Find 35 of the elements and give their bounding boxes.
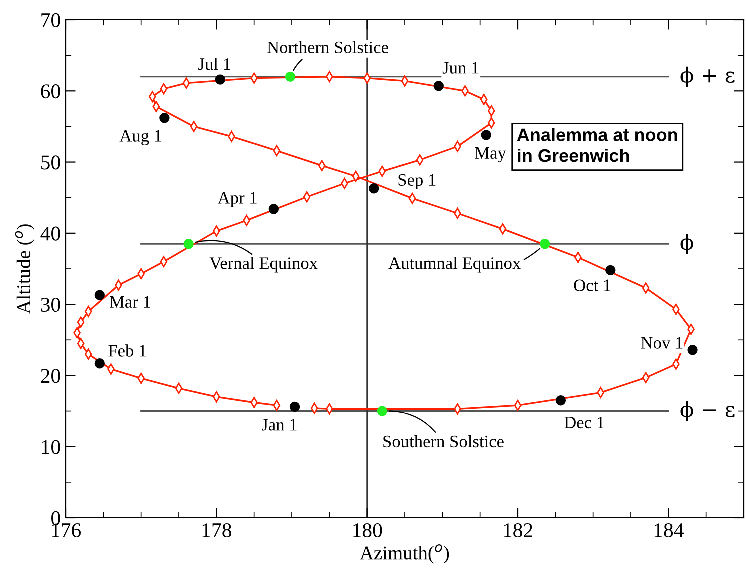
- y-tick-label: 0: [52, 511, 60, 526]
- y-tick-label: 70: [42, 13, 60, 28]
- x-tick-label: 176: [52, 524, 82, 538]
- annotation: Southern Solstice: [384, 435, 504, 448]
- annotation: Jun 1: [442, 62, 479, 74]
- ref-line-label: ϕ + ε: [680, 66, 735, 87]
- x-tick-label: 182: [504, 523, 532, 538]
- x-tick-label: 178: [202, 523, 232, 538]
- y-tick-label: 40: [40, 226, 60, 241]
- annotation: Sep 1: [398, 174, 436, 190]
- x-tick-label: 180: [354, 523, 382, 538]
- annotation: Feb 1: [108, 344, 146, 357]
- annotation: Mar 1: [110, 296, 150, 308]
- y-tick-label: 60: [41, 84, 60, 99]
- ref-line-label: ϕ: [680, 234, 694, 254]
- annotation: Northern Solstice: [268, 41, 388, 54]
- annotation: Oct 1: [574, 280, 611, 292]
- annotation: Dec 1: [564, 416, 604, 429]
- y-tick-label: 50: [42, 156, 60, 170]
- annotation: Autumnal Equinox: [388, 257, 521, 273]
- annotation: Vernal Equinox: [210, 257, 318, 273]
- y-tick-label: 20: [41, 369, 60, 384]
- ref-line-label: ϕ − ε: [680, 401, 735, 422]
- annotation: Jan 1: [262, 419, 297, 431]
- annotation: Aug 1: [120, 130, 162, 146]
- y-tick-label: 30: [41, 298, 60, 312]
- y-axis-title: Altitude ($^{o}$): [15, 224, 35, 314]
- annotation: Analemma at noon in Greenwich: [517, 128, 678, 162]
- y-tick-label: 10: [42, 440, 60, 454]
- x-axis-title: Azimuth($^{o}$): [360, 544, 450, 564]
- annotation: Apr 1: [218, 192, 257, 208]
- annotation: Jul 1: [198, 58, 230, 70]
- x-tick-label: 184: [654, 523, 684, 538]
- annotation: Nov 1: [641, 337, 683, 349]
- annotation: May: [475, 147, 506, 163]
